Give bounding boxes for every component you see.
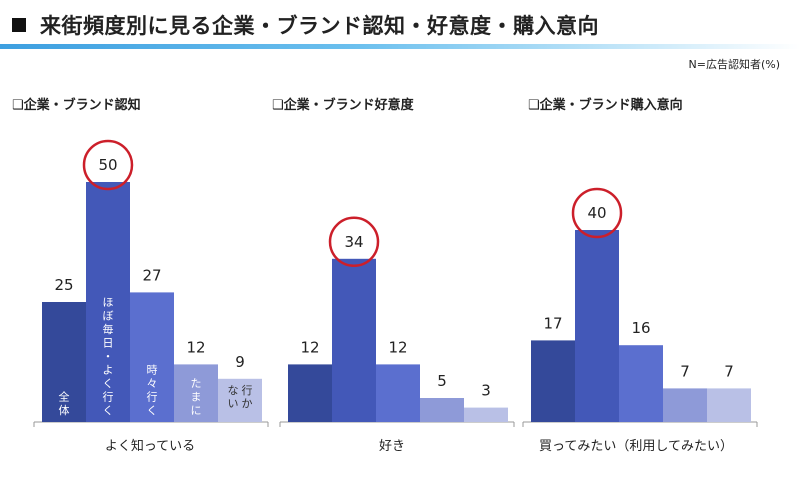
panel-title-favorability: ❑企業・ブランド好意度 bbox=[272, 98, 414, 113]
purchase-intent-value-label: 40 bbox=[587, 204, 606, 222]
favorability-value-label: 3 bbox=[481, 382, 491, 400]
sample-note: N=広告認知者(%) bbox=[688, 58, 780, 71]
awareness-x-axis-label: よく知っている bbox=[105, 438, 195, 454]
awareness-bar-label: たまに bbox=[191, 377, 202, 417]
purchase-intent-value-label: 7 bbox=[724, 362, 734, 380]
favorability-x-axis-label: 好き bbox=[379, 439, 405, 454]
awareness-bar bbox=[218, 378, 262, 422]
favorability-bar bbox=[288, 364, 332, 422]
awareness-bar-label: ほぼ毎日・よく行く bbox=[103, 296, 114, 417]
awareness-bar bbox=[86, 182, 130, 422]
purchase-intent-bar bbox=[707, 388, 751, 422]
title-underline bbox=[0, 44, 800, 49]
favorability-value-label: 12 bbox=[300, 338, 319, 356]
favorability-value-label: 5 bbox=[437, 372, 447, 390]
awareness-bar-label: ない bbox=[228, 384, 239, 410]
purchase-intent-x-axis-label: 買ってみたい（利用してみたい） bbox=[539, 439, 733, 454]
favorability-highlight-circle bbox=[328, 216, 380, 268]
page-title: 来街頻度別に見る企業・ブランド認知・好意度・購入意向 bbox=[40, 14, 599, 38]
favorability-bar bbox=[464, 407, 508, 422]
purchase-intent-value-label: 7 bbox=[680, 362, 690, 380]
awareness-bar bbox=[42, 302, 86, 422]
panel-title-awareness: ❑企業・ブランド認知 bbox=[12, 98, 141, 113]
favorability-bar bbox=[332, 258, 376, 422]
favorability-value-label: 12 bbox=[388, 338, 407, 356]
awareness-value-label: 25 bbox=[54, 276, 73, 294]
panel-title-purchase-intent: ❑企業・ブランド購入意向 bbox=[528, 98, 683, 113]
awareness-value-label: 12 bbox=[186, 338, 205, 356]
awareness-bar-label: 行か bbox=[242, 384, 253, 410]
purchase-intent-bar bbox=[619, 345, 663, 422]
awareness-bar bbox=[130, 292, 174, 422]
awareness-value-label: 9 bbox=[235, 353, 245, 371]
title-bullet-icon bbox=[12, 18, 26, 32]
purchase-intent-value-label: 17 bbox=[543, 314, 562, 332]
awareness-value-label: 50 bbox=[98, 156, 117, 174]
title-row: 来街頻度別に見る企業・ブランド認知・好意度・購入意向 bbox=[12, 10, 599, 40]
purchase-intent-bar bbox=[531, 340, 575, 422]
purchase-intent-bar bbox=[575, 230, 619, 422]
awareness-value-label: 27 bbox=[142, 266, 161, 284]
awareness-highlight-circle bbox=[82, 139, 134, 191]
favorability-bar bbox=[376, 364, 420, 422]
favorability-value-label: 34 bbox=[344, 233, 363, 251]
purchase-intent-bar bbox=[663, 388, 707, 422]
awareness-bar-label: 時々行く bbox=[147, 364, 158, 418]
purchase-intent-highlight-circle bbox=[571, 187, 623, 239]
awareness-bar-label: 全体 bbox=[59, 390, 70, 418]
favorability-bar bbox=[420, 398, 464, 422]
purchase-intent-value-label: 16 bbox=[631, 319, 650, 337]
awareness-bar bbox=[174, 364, 218, 422]
